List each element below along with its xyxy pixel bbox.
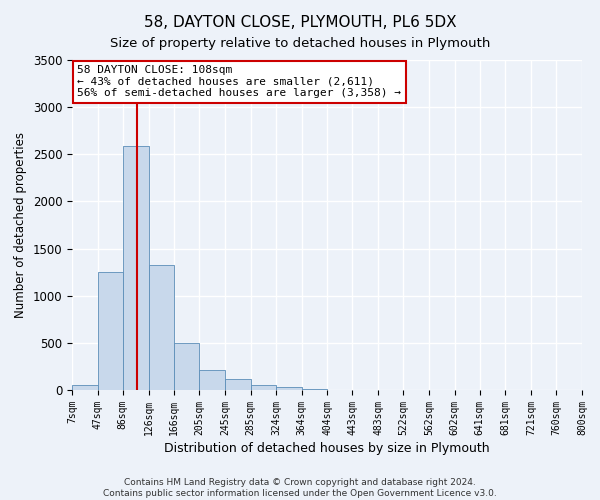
X-axis label: Distribution of detached houses by size in Plymouth: Distribution of detached houses by size … [164, 442, 490, 455]
Bar [123, 146, 149, 390]
Bar [251, 385, 276, 390]
Bar [199, 370, 225, 390]
Y-axis label: Number of detached properties: Number of detached properties [14, 132, 27, 318]
Bar [149, 264, 174, 390]
Bar [72, 386, 98, 390]
Text: Contains HM Land Registry data © Crown copyright and database right 2024.
Contai: Contains HM Land Registry data © Crown c… [103, 478, 497, 498]
Bar [276, 386, 302, 390]
Bar [302, 389, 328, 390]
Text: 58, DAYTON CLOSE, PLYMOUTH, PL6 5DX: 58, DAYTON CLOSE, PLYMOUTH, PL6 5DX [143, 15, 457, 30]
Text: 58 DAYTON CLOSE: 108sqm
← 43% of detached houses are smaller (2,611)
56% of semi: 58 DAYTON CLOSE: 108sqm ← 43% of detache… [77, 65, 401, 98]
Bar [174, 343, 199, 390]
Bar [98, 272, 123, 390]
Bar [225, 378, 251, 390]
Text: Size of property relative to detached houses in Plymouth: Size of property relative to detached ho… [110, 38, 490, 51]
